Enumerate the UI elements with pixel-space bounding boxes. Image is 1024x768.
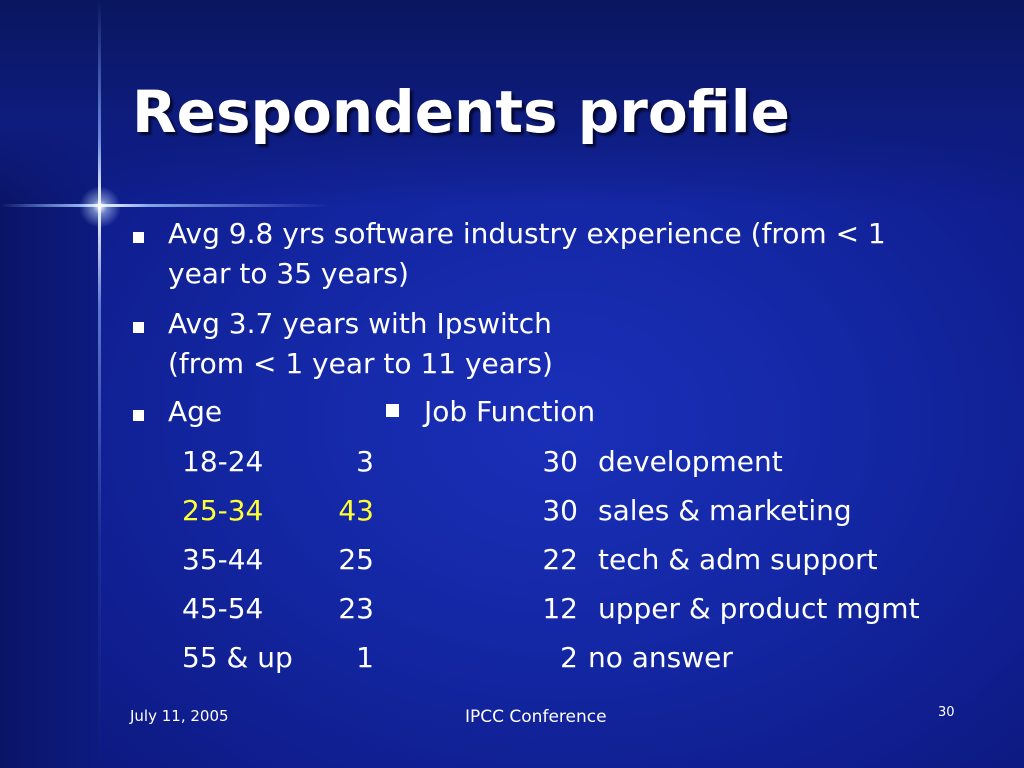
- slide-title: Respondents profile: [132, 78, 790, 146]
- footer-conference: IPCC Conference: [465, 707, 607, 727]
- bullet-square-icon: [386, 404, 399, 417]
- bullet-square-icon: [133, 410, 144, 421]
- bullet-square-icon: [133, 232, 144, 243]
- job-label: development: [598, 445, 783, 478]
- job-count: 12: [542, 592, 578, 625]
- job-count: 22: [542, 543, 578, 576]
- age-range-highlight: 25-34: [182, 494, 264, 527]
- age-range: 55 & up: [182, 641, 293, 674]
- age-range: 18-24: [182, 445, 264, 478]
- bullet-2-line-2: (from < 1 year to 11 years): [168, 347, 553, 380]
- age-count: 23: [338, 592, 374, 625]
- age-range: 35-44: [182, 543, 264, 576]
- horizontal-glow-line: [0, 204, 330, 207]
- bullet-1-line-2: year to 35 years): [168, 257, 409, 290]
- age-count: 1: [356, 641, 374, 674]
- age-count: 3: [356, 445, 374, 478]
- job-label: tech & adm support: [598, 543, 878, 576]
- job-label: sales & marketing: [598, 494, 852, 527]
- job-label: upper & product mgmt: [598, 592, 920, 625]
- job-count: 30: [542, 445, 578, 478]
- vertical-glow-line: [98, 0, 101, 768]
- bullet-1-line-1: Avg 9.8 yrs software industry experience…: [168, 217, 886, 250]
- age-count-highlight: 43: [338, 494, 374, 527]
- footer-date: July 11, 2005: [130, 707, 229, 725]
- age-header: Age: [168, 395, 223, 428]
- job-count: 2: [560, 641, 578, 674]
- title-band-decoration: [0, 0, 1024, 205]
- job-count: 30: [542, 494, 578, 527]
- footer-page-number: 30: [938, 705, 955, 720]
- bullet-square-icon: [133, 322, 144, 333]
- bullet-2-line-1: Avg 3.7 years with Ipswitch: [168, 307, 552, 340]
- job-function-header: Job Function: [424, 395, 596, 428]
- star-sparkle-icon: [79, 186, 121, 228]
- age-count: 25: [338, 543, 374, 576]
- job-label: no answer: [588, 641, 733, 674]
- age-range: 45-54: [182, 592, 264, 625]
